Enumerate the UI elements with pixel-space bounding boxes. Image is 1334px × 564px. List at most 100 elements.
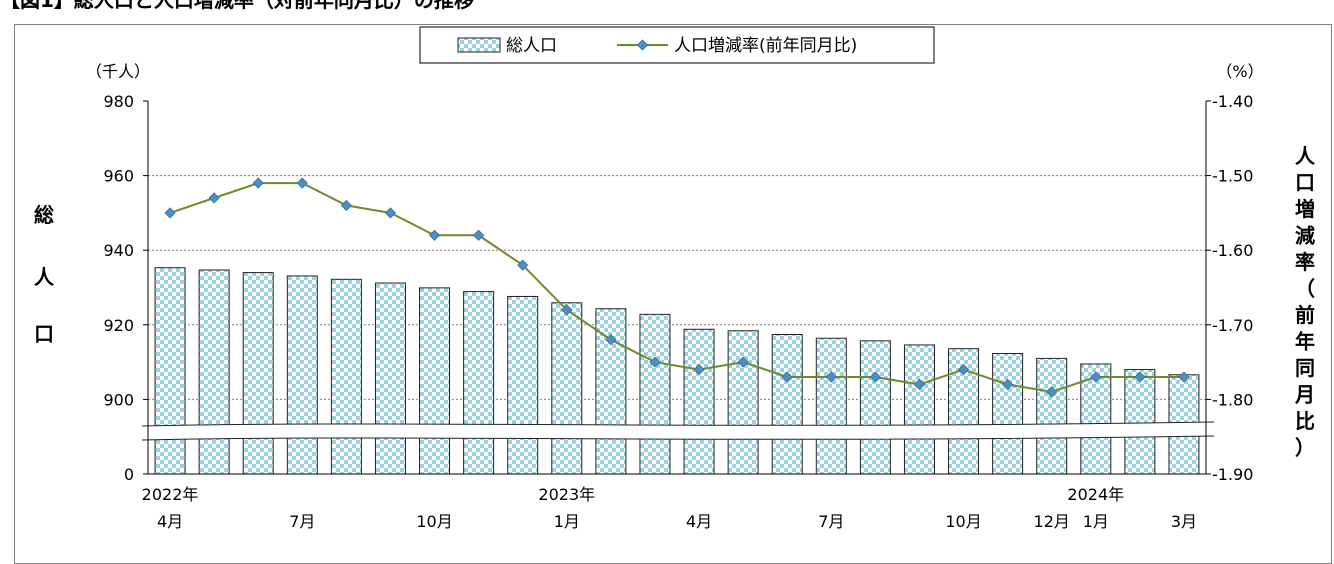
line-series: [164, 177, 1190, 398]
right-axis-title-char: 人: [1295, 144, 1316, 168]
axis-break-line-bottom: [141, 435, 1215, 441]
left-axis-title-char: 口: [34, 322, 54, 346]
bar: [1124, 369, 1156, 475]
rate-point: [164, 207, 176, 219]
rate-point: [913, 378, 926, 391]
x-month-label: 10月: [416, 512, 452, 531]
x-month-label: 1月: [554, 512, 580, 531]
x-year-label: 2023年: [538, 485, 595, 504]
left-tick-label: 0: [124, 465, 134, 484]
bar: [859, 340, 891, 475]
bar: [374, 282, 406, 475]
bar: [771, 333, 803, 475]
page-title: 【図1】総人口と人口増減率（対前年同月比）の推移: [0, 0, 474, 12]
rate-point: [649, 356, 661, 368]
x-month-label: 4月: [686, 512, 712, 531]
bar: [198, 269, 230, 475]
right-tick-label: -1.50: [1212, 167, 1253, 186]
rate-point: [869, 371, 881, 383]
rate-point: [825, 371, 837, 383]
left-tick-label: 980: [103, 92, 134, 111]
right-axis-title-char: 前: [1295, 303, 1315, 327]
bar: [242, 272, 274, 475]
bar: [1036, 357, 1068, 475]
bar: [903, 344, 935, 475]
right-axis-title-char: 比: [1295, 409, 1315, 433]
legend-box: [419, 26, 935, 64]
chart: 980 960 940 920 900 0 -1.40 -1.50 -1.60 -1.70 -1.8…: [34, 26, 1316, 531]
rate-point: [296, 177, 308, 189]
bar: [815, 337, 847, 475]
left-axis-unit: （千人）: [86, 62, 150, 81]
right-tick-label: -1.70: [1212, 316, 1253, 335]
left-tick-label: 900: [103, 390, 134, 409]
bar: [639, 313, 671, 475]
bar: [727, 330, 759, 475]
right-axis-unit: （%）: [1216, 62, 1263, 81]
x-month-label: 3月: [1171, 512, 1197, 531]
x-month-label: 4月: [157, 512, 183, 531]
axis-break: [141, 421, 1215, 441]
left-axis-title-char: 人: [34, 265, 55, 289]
rate-point: [428, 229, 441, 241]
x-month-label: 1月: [1083, 512, 1109, 531]
bar: [463, 291, 495, 475]
rate-point: [1134, 371, 1146, 383]
gridlines: [148, 175, 1206, 400]
rate-point: [781, 371, 793, 383]
bar-series: [154, 267, 1200, 475]
right-tick-label: -1.60: [1212, 241, 1253, 260]
legend: 総人口 人口増減率(前年同月比): [419, 26, 935, 64]
right-axis-title-char: 年: [1295, 330, 1315, 354]
left-tick-label: 960: [103, 167, 134, 186]
x-month-label: 7月: [818, 512, 844, 531]
rate-point: [208, 192, 220, 204]
rate-point: [693, 363, 705, 376]
rate-point: [1178, 371, 1190, 383]
right-axis-title-char: 同: [1295, 356, 1315, 380]
right-axis-title-char: 口: [1295, 171, 1315, 195]
rate-point: [517, 259, 529, 271]
legend-bar-label: 総人口: [506, 36, 557, 56]
x-year-label: 2024年: [1067, 485, 1124, 504]
right-tick-label: -1.90: [1212, 465, 1253, 484]
legend-line-marker: [636, 39, 649, 51]
right-tick-label: -1.80: [1212, 390, 1253, 409]
left-axis-title-char: 総: [34, 203, 54, 227]
bar: [551, 302, 583, 475]
rate-point: [340, 199, 352, 212]
axis-break-fill: [142, 422, 1214, 440]
rate-point: [384, 207, 397, 219]
bar: [154, 267, 186, 475]
x-year-label: 2022年: [142, 485, 199, 504]
legend-bar-swatch: [457, 37, 501, 53]
bar: [992, 353, 1024, 475]
rate-point: [1090, 371, 1102, 383]
x-month-label: 10月: [945, 512, 981, 531]
x-month-label: 7月: [289, 512, 315, 531]
rate-point: [252, 177, 264, 189]
bar: [507, 295, 539, 475]
right-axis-title-char: ）: [1295, 436, 1315, 460]
rate-point: [561, 304, 573, 316]
x-month-label: 12月: [1034, 512, 1070, 531]
bar: [419, 287, 451, 475]
rate-line: [169, 182, 1184, 393]
bar: [683, 328, 715, 475]
bar: [286, 275, 318, 475]
legend-line-label: 人口増減率(前年同月比): [674, 36, 857, 56]
rate-point: [1046, 386, 1058, 398]
rate-point: [737, 356, 749, 368]
right-axis-title-char: 月: [1294, 383, 1315, 407]
bar: [330, 278, 362, 475]
rate-point: [1002, 378, 1014, 391]
rate-point: [473, 229, 485, 241]
right-axis-title-char: 減: [1295, 224, 1315, 248]
right-axis-title-char: （: [1295, 277, 1315, 301]
right-axis-title-char: 増: [1295, 197, 1315, 221]
axes: [143, 100, 1211, 475]
axis-break-line-top: [141, 421, 1215, 427]
left-tick-label: 920: [103, 316, 134, 335]
rate-point: [957, 363, 970, 376]
rate-point: [605, 334, 617, 346]
